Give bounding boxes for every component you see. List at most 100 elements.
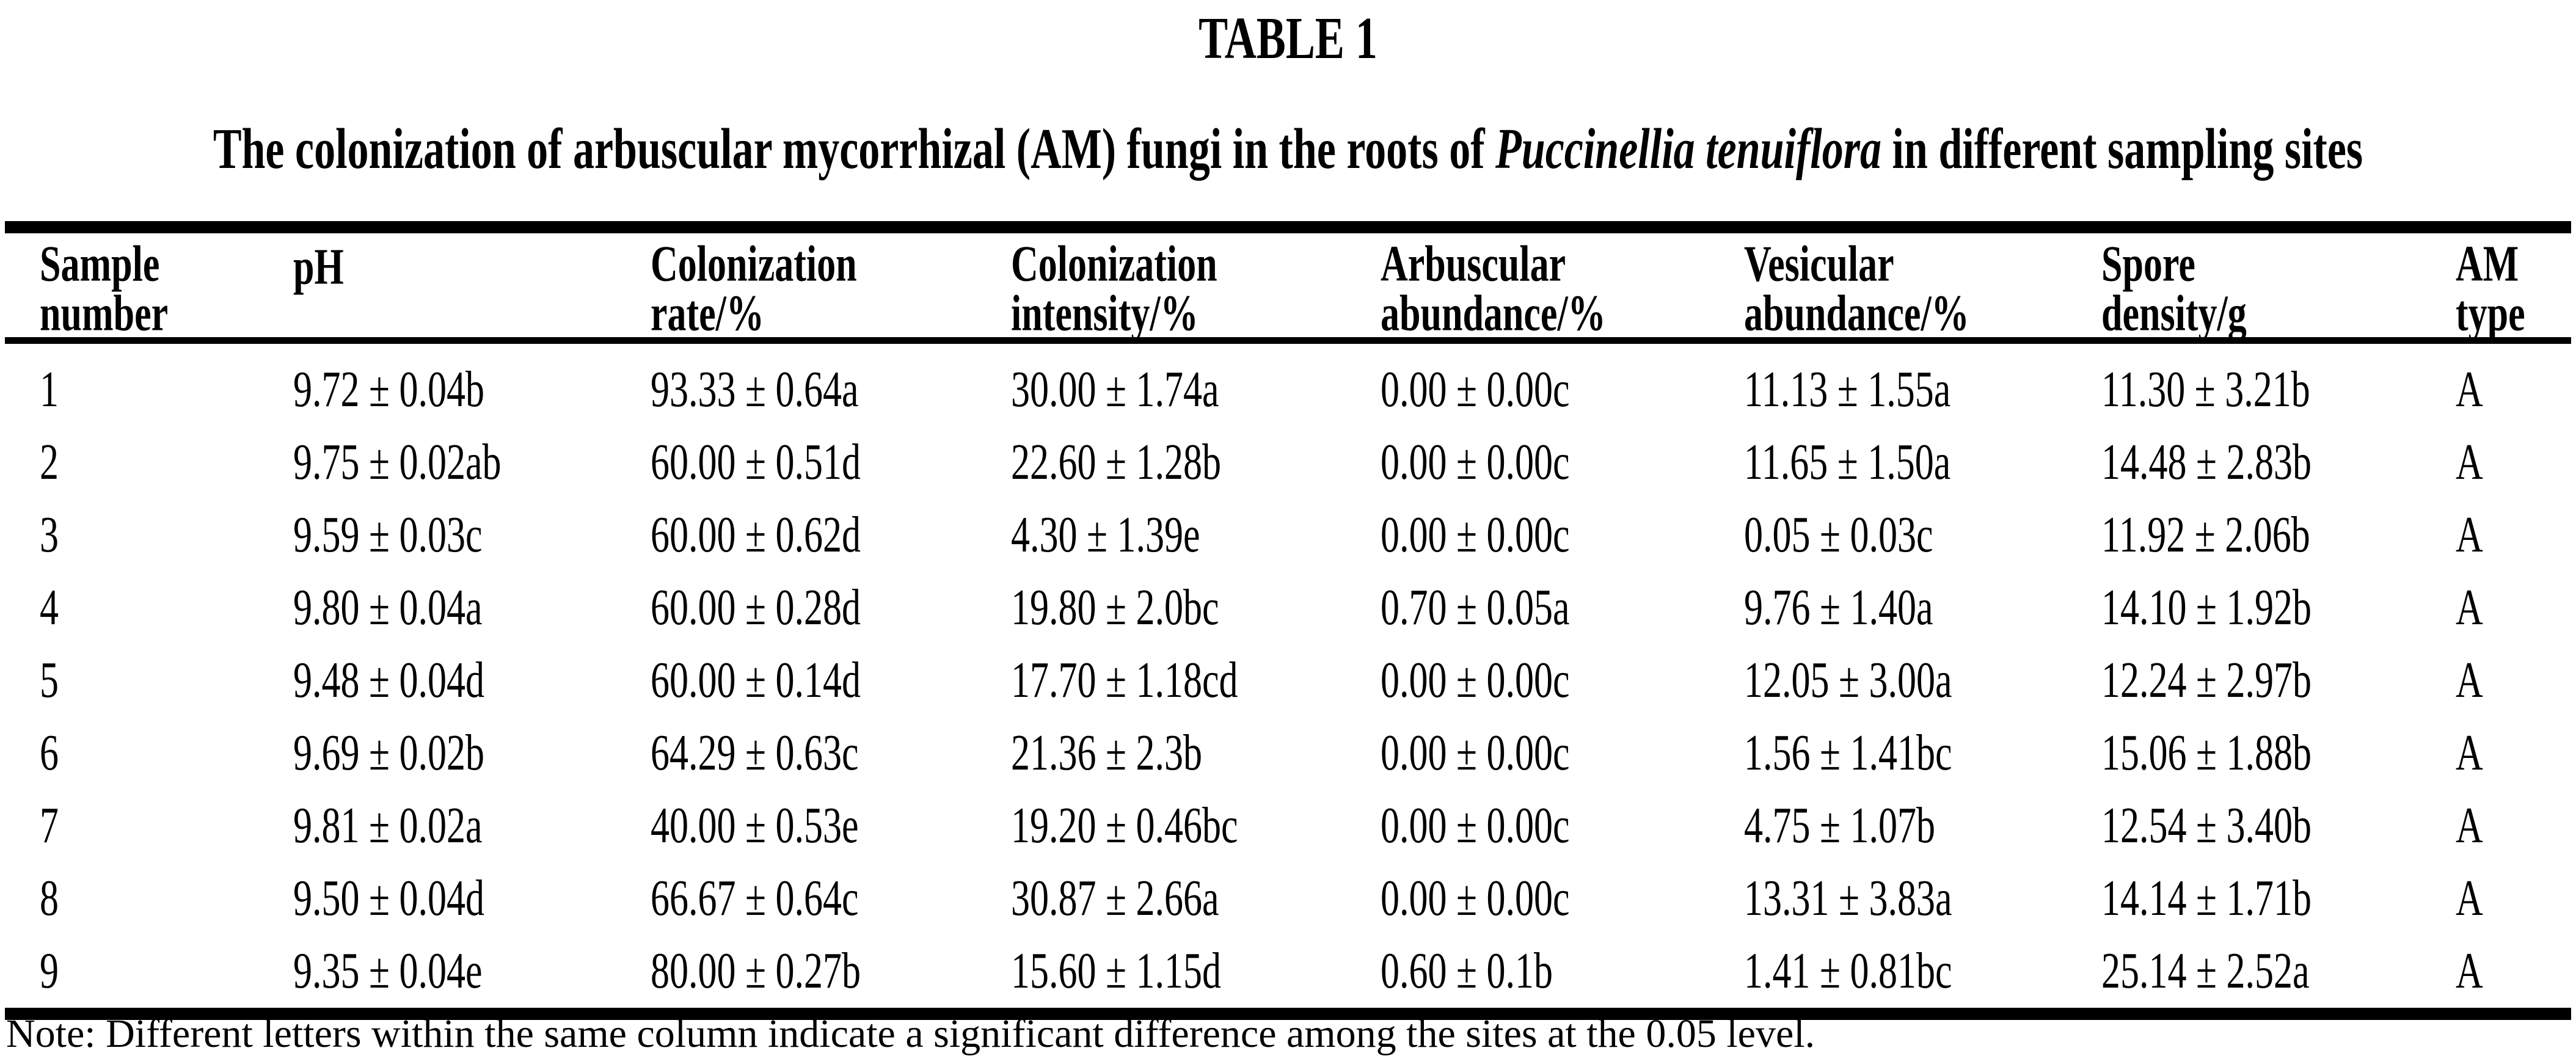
cell-value: 15.06 ± 1.88b bbox=[2101, 725, 2312, 781]
cell-vesicular-abundance: 9.76 ± 1.40a bbox=[1744, 577, 2101, 650]
cell-value: 9.72 ± 0.04b bbox=[293, 362, 485, 418]
cell-value: A bbox=[2456, 580, 2483, 636]
cell-value: 19.20 ± 0.46bc bbox=[1011, 798, 1238, 854]
cell-value: 14.10 ± 1.92b bbox=[2101, 580, 2312, 636]
cell-value: 19.80 ± 2.0bc bbox=[1011, 580, 1219, 636]
cell-value: 22.60 ± 1.28b bbox=[1011, 434, 1222, 490]
table-label: TABLE 1 bbox=[0, 9, 2576, 68]
cell-value: 11.92 ± 2.06b bbox=[2101, 507, 2310, 563]
table-row: 8 9.50 ± 0.04d 66.67 ± 0.64c 30.87 ± 2.66a 0… bbox=[0, 868, 2576, 941]
cell-value: 11.30 ± 3.21b bbox=[2101, 362, 2310, 418]
caption-prefix: The colonization of arbuscular mycorrhiz… bbox=[213, 117, 1496, 181]
cell-arbuscular-abundance: 0.00 ± 0.00c bbox=[1381, 795, 1744, 868]
column-header-sample-number: Sample number bbox=[40, 236, 293, 340]
header-line1: Sample bbox=[40, 236, 160, 293]
cell-vesicular-abundance: 11.65 ± 1.50a bbox=[1744, 432, 2101, 504]
cell-am-type: A bbox=[2456, 723, 2576, 795]
column-header-spore-density: Spore density/g bbox=[2101, 239, 2456, 340]
cell-spore-density: 14.48 ± 2.83b bbox=[2101, 432, 2456, 504]
header-line2: type bbox=[2456, 285, 2525, 342]
cell-value: 64.29 ± 0.63c bbox=[651, 725, 859, 781]
cell-ph: 9.81 ± 0.02a bbox=[293, 795, 651, 868]
cell-value: 9.35 ± 0.04e bbox=[293, 943, 483, 999]
cell-value: 21.36 ± 2.3b bbox=[1011, 725, 1203, 781]
cell-value: 0.00 ± 0.00c bbox=[1381, 362, 1570, 418]
cell-spore-density: 11.92 ± 2.06b bbox=[2101, 504, 2456, 577]
cell-value: A bbox=[2456, 507, 2483, 563]
cell-value: A bbox=[2456, 434, 2483, 490]
cell-spore-density: 14.10 ± 1.92b bbox=[2101, 577, 2456, 650]
cell-value: 14.48 ± 2.83b bbox=[2101, 434, 2312, 490]
table-body: 1 9.72 ± 0.04b 93.33 ± 0.64a 30.00 ± 1.74a 0… bbox=[0, 359, 2576, 1013]
cell-value: 7 bbox=[40, 798, 59, 854]
cell-vesicular-abundance: 0.05 ± 0.03c bbox=[1744, 504, 2101, 577]
cell-arbuscular-abundance: 0.00 ± 0.00c bbox=[1381, 650, 1744, 723]
caption-species-italic: Puccinellia tenuiflora bbox=[1495, 117, 1881, 181]
cell-ph: 9.48 ± 0.04d bbox=[293, 650, 651, 723]
cell-colonization-rate: 60.00 ± 0.51d bbox=[651, 432, 1011, 504]
cell-colonization-intensity: 17.70 ± 1.18cd bbox=[1011, 650, 1381, 723]
cell-vesicular-abundance: 11.13 ± 1.55a bbox=[1744, 359, 2101, 432]
cell-arbuscular-abundance: 0.00 ± 0.00c bbox=[1381, 723, 1744, 795]
cell-sample-number: 5 bbox=[40, 650, 293, 723]
cell-colonization-rate: 64.29 ± 0.63c bbox=[651, 723, 1011, 795]
cell-ph: 9.35 ± 0.04e bbox=[293, 941, 651, 1013]
cell-arbuscular-abundance: 0.70 ± 0.05a bbox=[1381, 577, 1744, 650]
cell-am-type: A bbox=[2456, 868, 2576, 941]
cell-am-type: A bbox=[2456, 359, 2576, 432]
column-header-arbuscular-abundance: Arbuscular abundance/% bbox=[1381, 239, 1744, 340]
cell-value: A bbox=[2456, 362, 2483, 418]
cell-value: 13.31 ± 3.83a bbox=[1744, 870, 1952, 927]
cell-value: 9.48 ± 0.04d bbox=[293, 652, 485, 708]
cell-colonization-rate: 66.67 ± 0.64c bbox=[651, 868, 1011, 941]
cell-value: 40.00 ± 0.53e bbox=[651, 798, 859, 854]
cell-value: 60.00 ± 0.62d bbox=[651, 507, 861, 563]
cell-value: 9.81 ± 0.02a bbox=[293, 798, 483, 854]
column-header-ph: pH bbox=[293, 239, 651, 316]
caption-suffix: in different sampling sites bbox=[1881, 117, 2363, 181]
cell-arbuscular-abundance: 0.00 ± 0.00c bbox=[1381, 504, 1744, 577]
cell-value: 80.00 ± 0.27b bbox=[651, 943, 861, 999]
cell-value: A bbox=[2456, 652, 2483, 708]
cell-value: 0.05 ± 0.03c bbox=[1744, 507, 1933, 563]
cell-spore-density: 15.06 ± 1.88b bbox=[2101, 723, 2456, 795]
cell-value: 15.60 ± 1.15d bbox=[1011, 943, 1222, 999]
cell-sample-number: 7 bbox=[40, 795, 293, 868]
cell-colonization-rate: 60.00 ± 0.28d bbox=[651, 577, 1011, 650]
cell-vesicular-abundance: 12.05 ± 3.00a bbox=[1744, 650, 2101, 723]
cell-value: 0.70 ± 0.05a bbox=[1381, 580, 1570, 636]
column-header-am-type: AM type bbox=[2456, 239, 2576, 340]
cell-value: 93.33 ± 0.64a bbox=[651, 362, 859, 418]
column-header-colonization-intensity: Colonization intensity/% bbox=[1011, 239, 1381, 340]
cell-value: 0.00 ± 0.00c bbox=[1381, 798, 1570, 854]
cell-sample-number: 1 bbox=[40, 359, 293, 432]
cell-value: 0.00 ± 0.00c bbox=[1381, 507, 1570, 563]
cell-value: 12.05 ± 3.00a bbox=[1744, 652, 1952, 708]
cell-arbuscular-abundance: 0.60 ± 0.1b bbox=[1381, 941, 1744, 1013]
cell-value: 0.00 ± 0.00c bbox=[1381, 870, 1570, 927]
cell-value: 9.59 ± 0.03c bbox=[293, 507, 483, 563]
header-line2: abundance/% bbox=[1744, 285, 1969, 342]
table-top-rule bbox=[5, 221, 2571, 233]
cell-value: 60.00 ± 0.51d bbox=[651, 434, 861, 490]
cell-colonization-intensity: 21.36 ± 2.3b bbox=[1011, 723, 1381, 795]
table-row: 7 9.81 ± 0.02a 40.00 ± 0.53e 19.20 ± 0.46bc… bbox=[0, 795, 2576, 868]
cell-vesicular-abundance: 4.75 ± 1.07b bbox=[1744, 795, 2101, 868]
cell-value: 9.80 ± 0.04a bbox=[293, 580, 483, 636]
table-row: 3 9.59 ± 0.03c 60.00 ± 0.62d 4.30 ± 1.39e 0.… bbox=[0, 504, 2576, 577]
cell-value: 17.70 ± 1.18cd bbox=[1011, 652, 1238, 708]
header-line1: Vesicular bbox=[1744, 236, 1894, 293]
cell-value: 4.30 ± 1.39e bbox=[1011, 507, 1200, 563]
cell-value: 0.60 ± 0.1b bbox=[1381, 943, 1553, 999]
table-bottom-rule bbox=[5, 1008, 2571, 1020]
cell-value: A bbox=[2456, 943, 2483, 999]
cell-ph: 9.59 ± 0.03c bbox=[293, 504, 651, 577]
cell-ph: 9.69 ± 0.02b bbox=[293, 723, 651, 795]
cell-sample-number: 3 bbox=[40, 504, 293, 577]
table-row: 1 9.72 ± 0.04b 93.33 ± 0.64a 30.00 ± 1.74a 0… bbox=[0, 359, 2576, 432]
table-row: 6 9.69 ± 0.02b 64.29 ± 0.63c 21.36 ± 2.3b 0.… bbox=[0, 723, 2576, 795]
cell-value: 12.24 ± 2.97b bbox=[2101, 652, 2312, 708]
cell-value: 66.67 ± 0.64c bbox=[651, 870, 859, 927]
cell-value: 9.75 ± 0.02ab bbox=[293, 434, 502, 490]
column-header-vesicular-abundance: Vesicular abundance/% bbox=[1744, 236, 2101, 340]
